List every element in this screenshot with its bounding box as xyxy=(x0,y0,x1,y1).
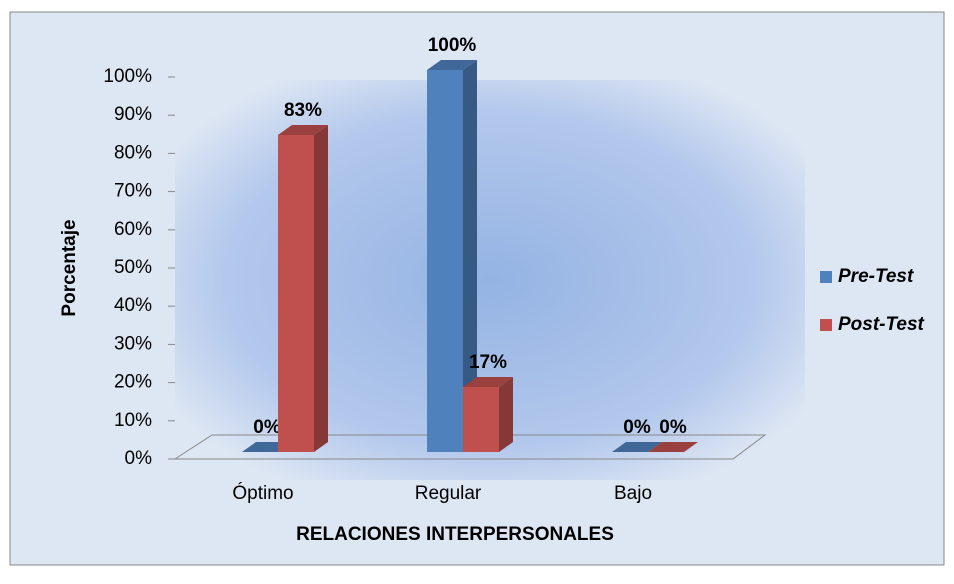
y-tick-label: 60% xyxy=(114,219,152,240)
bar-front xyxy=(278,134,314,452)
value-label: 0% xyxy=(253,417,281,438)
y-tick-label: 90% xyxy=(114,104,152,125)
x-tick-label: Regular xyxy=(415,483,482,504)
value-label: 0% xyxy=(659,417,687,438)
floor xyxy=(173,434,767,460)
y-axis-label: Porcentaje xyxy=(59,219,80,316)
y-tick-label: 10% xyxy=(114,410,152,431)
y-tick-label: 30% xyxy=(114,333,152,354)
bar-side xyxy=(463,60,477,452)
y-tick-label: 50% xyxy=(114,257,152,278)
bar-top xyxy=(463,377,513,388)
legend-swatch xyxy=(820,271,832,283)
value-label: 17% xyxy=(469,352,507,373)
bar-top xyxy=(612,442,662,452)
value-label: 100% xyxy=(428,35,477,56)
bar-front xyxy=(463,387,499,452)
value-label: 83% xyxy=(284,100,322,121)
y-tick-label: 70% xyxy=(114,181,152,202)
legend-label: Pre-Test xyxy=(838,266,914,287)
y-tick-label: 40% xyxy=(114,295,152,316)
bar-front xyxy=(427,70,463,452)
legend-swatch xyxy=(820,319,832,331)
bar xyxy=(648,442,698,452)
value-label: 0% xyxy=(623,417,651,438)
bar-side xyxy=(499,377,513,452)
bar-top xyxy=(278,124,328,135)
x-tick-label: Bajo xyxy=(614,483,652,504)
y-tick-label: 100% xyxy=(103,66,152,87)
x-tick-label: Óptimo xyxy=(232,482,293,504)
bar-side xyxy=(314,124,328,452)
bar xyxy=(427,60,477,452)
bar-top xyxy=(648,442,698,452)
bar xyxy=(463,377,513,452)
bar xyxy=(612,442,662,452)
x-axis-label: RELACIONES INTERPERSONALES xyxy=(296,524,614,545)
legend-label: Post-Test xyxy=(838,314,925,335)
bar-top xyxy=(427,60,477,70)
y-tick-label: 20% xyxy=(114,372,152,393)
bar xyxy=(278,124,328,452)
y-tick-label: 0% xyxy=(125,448,153,469)
y-tick-label: 80% xyxy=(114,142,152,163)
